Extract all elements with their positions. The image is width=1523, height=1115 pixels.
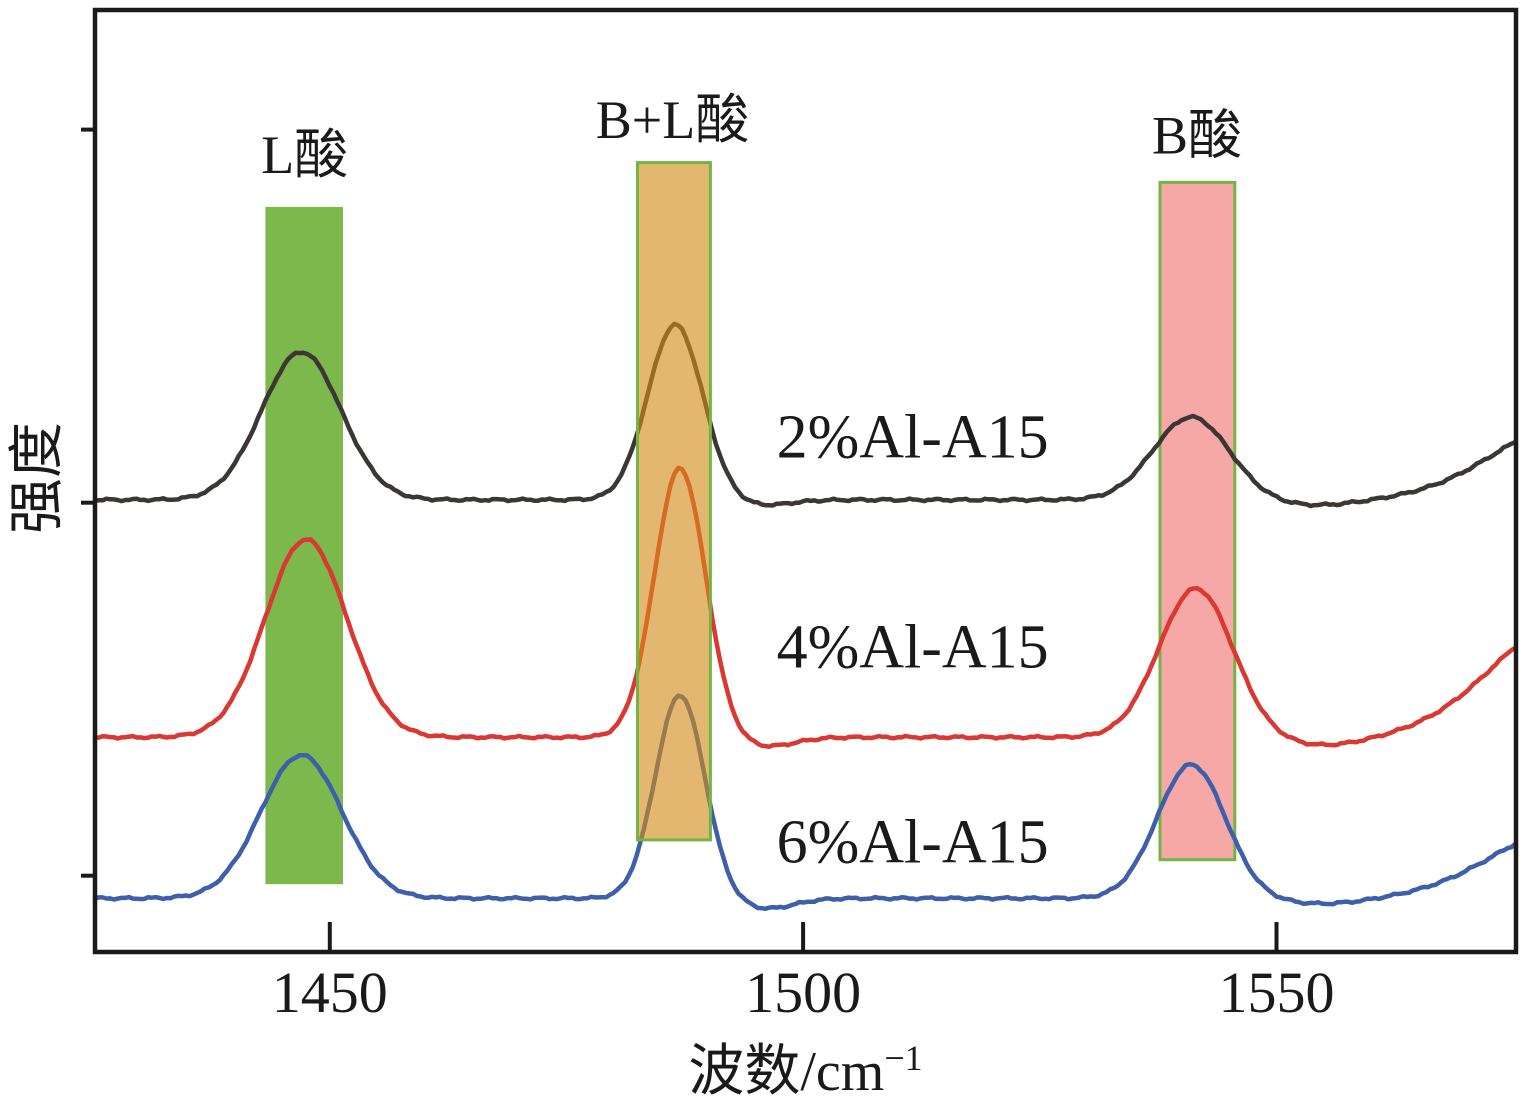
band-1-rect	[636, 161, 712, 842]
band-label-b-acid: B酸	[1152, 105, 1242, 165]
x-axis-title-superscript: −1	[884, 1038, 922, 1078]
band-2-rect	[1158, 180, 1237, 862]
y-axis-title: 强度	[7, 422, 69, 534]
spectra-curves	[92, 321, 1518, 912]
x-tick-label-1500: 1500	[745, 960, 861, 1025]
curve-4-al-a15	[92, 465, 1518, 750]
highlight-bands-under	[265, 180, 1237, 885]
curve-6-al-a15	[92, 693, 1518, 912]
highlight-bands-over	[636, 161, 712, 842]
band-label-bl-acid: B+L酸	[596, 90, 749, 150]
series-label-6pct: 6%Al-A15	[777, 809, 1049, 877]
series-label-4pct: 4%Al-A15	[777, 614, 1049, 682]
plot-frame	[92, 7, 1519, 955]
x-tick-label-1450: 1450	[272, 960, 388, 1025]
axes-frame	[81, 7, 1519, 955]
band-label-l-acid: L酸	[261, 125, 348, 185]
curve-2-al-a15	[92, 321, 1518, 509]
x-tick-label-1550: 1550	[1219, 960, 1335, 1025]
x-axis-title: 波数/cm−1	[688, 1038, 922, 1103]
x-axis-title-base: 波数/cm	[688, 1041, 884, 1103]
series-label-2pct: 2%Al-A15	[777, 404, 1049, 472]
chart-labels: L酸 B+L酸 B酸 2%Al-A15 4%Al-A15 6%Al-A15 14…	[7, 90, 1335, 1103]
